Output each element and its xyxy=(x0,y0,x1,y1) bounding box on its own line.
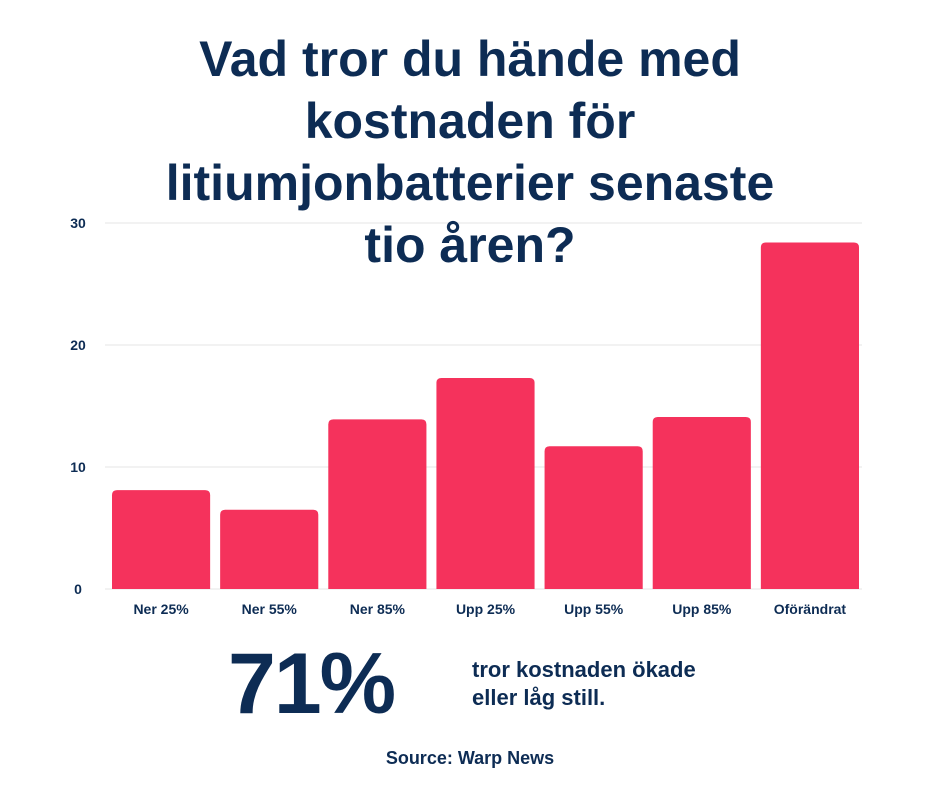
bar xyxy=(328,419,427,589)
x-tick-label: Ner 85% xyxy=(350,601,406,617)
x-tick-label: Upp 25% xyxy=(456,601,516,617)
title-line-1: Vad tror du hände med xyxy=(199,31,741,87)
stat-percentage: 71% xyxy=(228,636,396,732)
y-tick-label: 30 xyxy=(70,215,86,231)
y-tick-label: 20 xyxy=(70,337,86,353)
bar xyxy=(652,416,751,589)
bar-chart: 0 10 20 30 Ner 25% Ner 55% Ner 85% Upp 25% Upp 5… xyxy=(70,215,862,617)
source-note: Source: Warp News xyxy=(385,748,555,768)
x-tick-label: Upp 55% xyxy=(564,601,624,617)
x-tick-label: Ner 25% xyxy=(133,601,189,617)
bar xyxy=(544,446,643,589)
chart-title: Vad tror du hände med kostnaden för liti… xyxy=(60,28,880,276)
bar xyxy=(436,377,535,589)
y-tick-label: 10 xyxy=(70,459,86,475)
x-tick-label: Oförändrat xyxy=(774,601,847,617)
title-line-2: kostnaden för xyxy=(304,93,636,149)
bar xyxy=(112,490,211,589)
y-tick-label: 0 xyxy=(74,581,82,597)
x-tick-label: Upp 85% xyxy=(672,601,732,617)
stat-description-line-1: tror kostnaden ökade xyxy=(472,657,696,682)
stat-description: tror kostnaden ökade eller låg still. xyxy=(472,656,696,712)
x-tick-label: Ner 55% xyxy=(242,601,298,617)
title-line-4: tio åren? xyxy=(364,217,576,273)
title-line-3: litiumjonbatterier senaste xyxy=(165,155,775,211)
bar xyxy=(760,242,859,589)
stat-description-line-2: eller låg still. xyxy=(472,685,606,710)
bar xyxy=(220,509,319,589)
